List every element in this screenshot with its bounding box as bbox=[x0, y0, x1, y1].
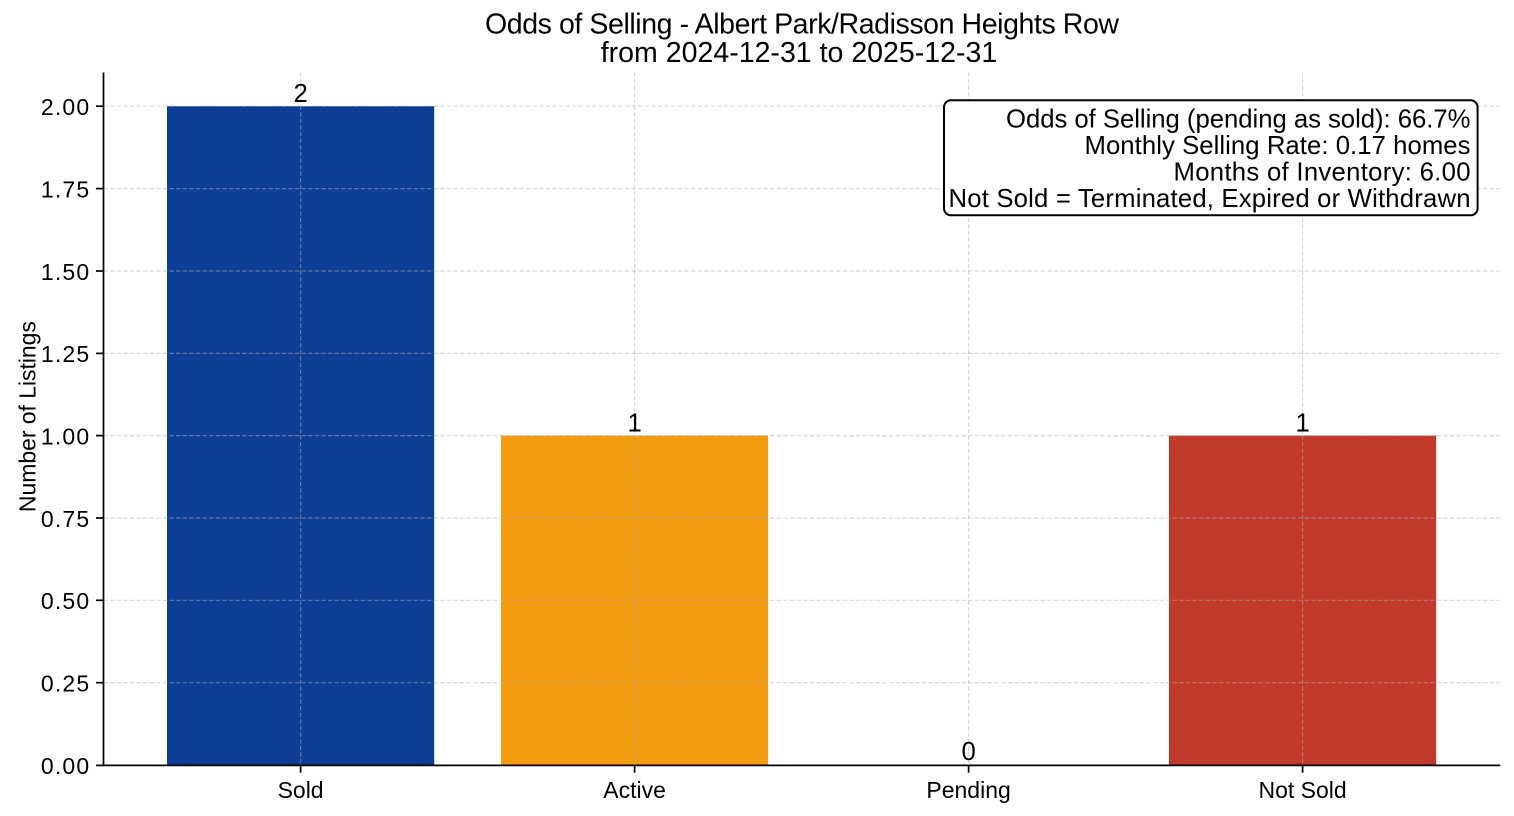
svg-text:1.25: 1.25 bbox=[41, 341, 89, 367]
svg-text:Odds of Selling (pending as so: Odds of Selling (pending as sold): 66.7% bbox=[1006, 105, 1471, 133]
svg-text:0.25: 0.25 bbox=[41, 671, 89, 697]
svg-text:2.00: 2.00 bbox=[41, 94, 89, 120]
svg-text:Sold: Sold bbox=[278, 777, 324, 803]
svg-text:Not Sold = Terminated, Expired: Not Sold = Terminated, Expired or Withdr… bbox=[949, 185, 1471, 213]
svg-text:0.75: 0.75 bbox=[41, 506, 89, 532]
svg-text:1.50: 1.50 bbox=[41, 259, 89, 285]
svg-text:0.50: 0.50 bbox=[41, 588, 89, 614]
svg-text:Number of Listings: Number of Listings bbox=[15, 321, 41, 512]
svg-text:2: 2 bbox=[293, 80, 307, 108]
svg-text:Months of Inventory: 6.00: Months of Inventory: 6.00 bbox=[1174, 159, 1471, 187]
svg-text:Monthly Selling Rate: 0.17 hom: Monthly Selling Rate: 0.17 homes bbox=[1085, 132, 1471, 160]
svg-text:1.75: 1.75 bbox=[41, 177, 89, 203]
svg-text:Not Sold: Not Sold bbox=[1258, 777, 1346, 803]
svg-text:0: 0 bbox=[961, 738, 975, 766]
svg-text:Odds of Selling - Albert Park/: Odds of Selling - Albert Park/Radisson H… bbox=[485, 8, 1119, 40]
svg-text:1: 1 bbox=[627, 409, 641, 437]
svg-text:1: 1 bbox=[1295, 409, 1309, 437]
svg-text:from 2024-12-31 to 2025-12-31: from 2024-12-31 to 2025-12-31 bbox=[601, 37, 998, 69]
svg-text:1.00: 1.00 bbox=[41, 424, 89, 450]
svg-text:0.00: 0.00 bbox=[41, 753, 89, 779]
svg-text:Pending: Pending bbox=[926, 777, 1010, 803]
svg-text:Active: Active bbox=[603, 777, 666, 803]
